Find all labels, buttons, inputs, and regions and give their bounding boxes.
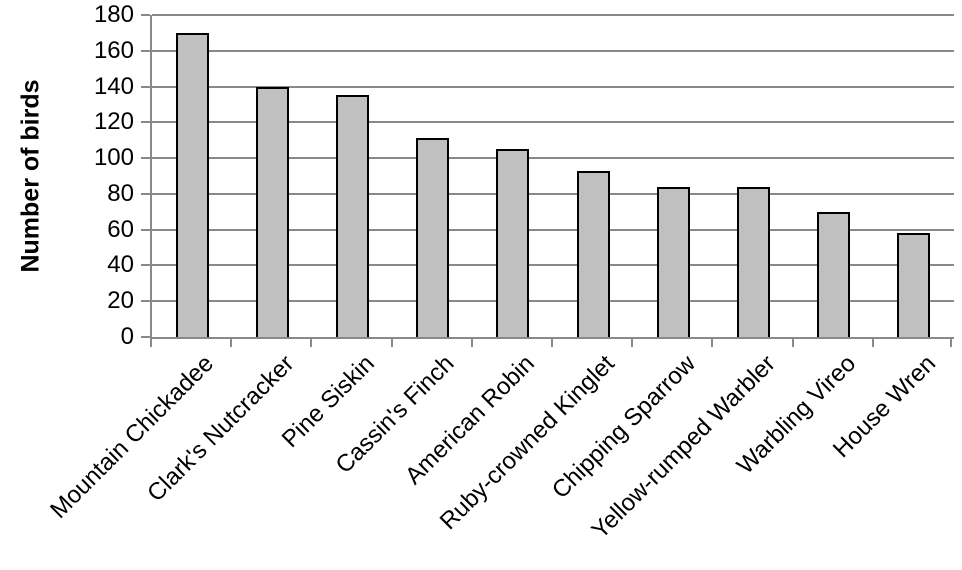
bar-slot bbox=[473, 15, 553, 337]
bar-slot bbox=[874, 15, 954, 337]
gridline-60 bbox=[152, 228, 954, 231]
x-tick-mark bbox=[871, 339, 874, 347]
bar-chipping-sparrow bbox=[656, 187, 690, 337]
gridline-80 bbox=[152, 192, 954, 195]
gridline-100 bbox=[152, 157, 954, 160]
bar-ruby-crowned-kinglet bbox=[576, 171, 610, 337]
y-tick-label: 0 bbox=[120, 323, 134, 350]
y-tick-label: 40 bbox=[107, 251, 134, 279]
bar-series bbox=[152, 15, 954, 337]
bar-slot bbox=[232, 15, 312, 337]
y-tick-mark bbox=[141, 49, 150, 52]
gridline-120 bbox=[152, 121, 954, 124]
gridline-180 bbox=[152, 14, 954, 16]
gridline-160 bbox=[152, 49, 954, 52]
x-tick-mark bbox=[711, 339, 714, 347]
bar-slot bbox=[152, 15, 232, 337]
bar-warbling-vireo bbox=[817, 212, 851, 337]
x-tick-mark bbox=[390, 339, 393, 347]
x-tick-mark bbox=[631, 339, 634, 347]
bar-slot bbox=[393, 15, 473, 337]
bar-pine-siskin bbox=[336, 95, 369, 337]
bar-slot bbox=[633, 15, 713, 337]
y-tick-mark bbox=[141, 228, 150, 231]
y-tick-label: 80 bbox=[107, 179, 134, 207]
y-tick-label: 20 bbox=[107, 287, 134, 315]
y-tick-label: 100 bbox=[93, 144, 134, 172]
bar-slot bbox=[794, 15, 874, 337]
bar-house-wren bbox=[897, 233, 931, 337]
y-tick-mark bbox=[141, 336, 150, 338]
y-tick-label: 120 bbox=[93, 108, 134, 136]
bar-mountain-chickadee bbox=[175, 33, 209, 337]
y-tick-mark bbox=[141, 264, 150, 267]
x-tick-mark bbox=[950, 339, 952, 347]
bar-cassin-s-finch bbox=[416, 138, 450, 337]
x-tick-mark bbox=[230, 339, 233, 347]
y-tick-label: 140 bbox=[93, 72, 134, 100]
bar-slot bbox=[553, 15, 633, 337]
y-tick-mark bbox=[141, 192, 150, 195]
y-tick-mark bbox=[141, 14, 150, 16]
bar-clark-s-nutcracker bbox=[255, 87, 289, 337]
bar-yellow-rumped-warbler bbox=[737, 187, 771, 337]
y-tick-mark bbox=[141, 85, 150, 88]
x-tick-label: Chipping Sparrow bbox=[546, 350, 701, 504]
gridline-20 bbox=[152, 300, 954, 303]
x-tick-label: Clark's Nutcracker bbox=[142, 350, 300, 508]
bar-american-robin bbox=[496, 149, 530, 337]
x-tick-mark bbox=[150, 339, 152, 347]
bar-slot bbox=[713, 15, 793, 337]
gridline-40 bbox=[152, 264, 954, 267]
x-tick-mark bbox=[310, 339, 313, 347]
x-tick-mark bbox=[791, 339, 794, 347]
x-tick-mark bbox=[470, 339, 473, 347]
y-tick-label: 160 bbox=[93, 36, 134, 64]
plot-area bbox=[150, 14, 954, 339]
bar-slot bbox=[312, 15, 392, 337]
y-tick-mark bbox=[141, 300, 150, 303]
x-tick-mark bbox=[551, 339, 553, 347]
y-tick-label: 60 bbox=[107, 215, 134, 243]
gridline-140 bbox=[152, 85, 954, 88]
y-tick-mark bbox=[141, 121, 150, 124]
y-tick-mark bbox=[141, 157, 150, 160]
y-tick-label: 180 bbox=[93, 1, 134, 28]
